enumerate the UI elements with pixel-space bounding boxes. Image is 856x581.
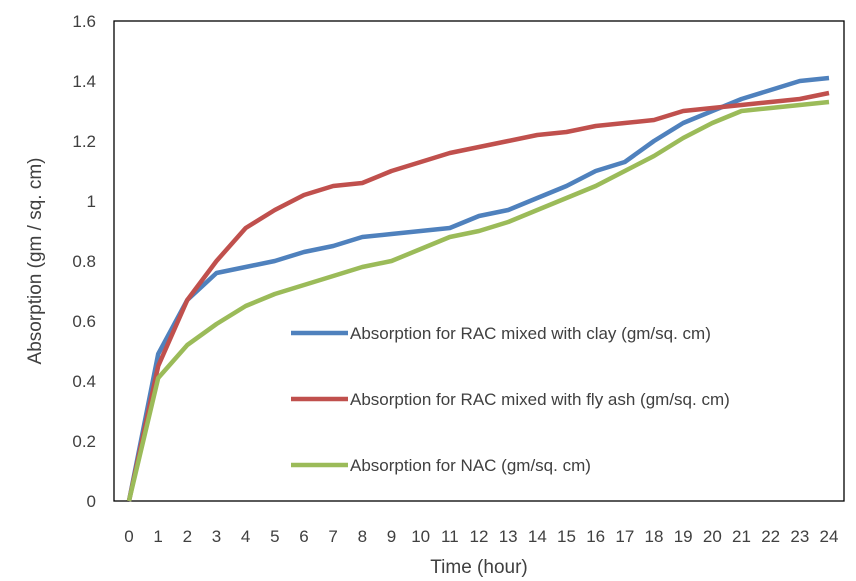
x-tick-label: 21 <box>732 527 751 546</box>
x-axis-label: Time (hour) <box>430 557 527 578</box>
plot-area <box>113 20 845 502</box>
y-tick-label: 1.6 <box>72 12 96 31</box>
legend-label: Absorption for RAC mixed with fly ash (g… <box>350 390 730 409</box>
y-axis-label: Absorption (gm / sq. cm) <box>25 158 46 365</box>
series-line-2 <box>126 90 830 502</box>
y-tick-label: 1.2 <box>72 132 96 151</box>
series-line-3 <box>126 99 830 502</box>
x-tick-label: 1 <box>153 527 162 546</box>
y-tick-label: 0.6 <box>72 312 96 331</box>
series-lines <box>126 75 830 502</box>
y-tick-label: 0.8 <box>72 252 96 271</box>
x-tick-label: 7 <box>328 527 337 546</box>
x-tick-label: 6 <box>299 527 308 546</box>
x-tick-label: 10 <box>411 527 430 546</box>
x-tick-label: 0 <box>124 527 133 546</box>
x-tick-label: 11 <box>441 527 459 546</box>
x-tick-label: 4 <box>241 527 250 546</box>
x-tick-label: 9 <box>387 527 396 546</box>
x-tick-label: 20 <box>703 527 722 546</box>
legend: Absorption for RAC mixed with clay (gm/s… <box>291 324 730 475</box>
x-tick-label: 23 <box>790 527 809 546</box>
legend-label: Absorption for NAC (gm/sq. cm) <box>350 456 591 475</box>
x-tick-label: 22 <box>761 527 780 546</box>
y-tick-label: 1.4 <box>72 72 96 91</box>
x-tick-label: 24 <box>820 527 839 546</box>
x-tick-label: 5 <box>270 527 279 546</box>
x-tick-label: 8 <box>358 527 367 546</box>
x-tick-label: 14 <box>528 527 547 546</box>
y-tick-label: 0.2 <box>72 432 96 451</box>
x-tick-label: 18 <box>645 527 664 546</box>
x-axis-ticks: 0 1 2 3 4 5 6 7 8 9 10 11 12 13 14 15 16 17 18 19 20 21 22 23 24 <box>124 527 838 546</box>
x-tick-label: 13 <box>499 527 518 546</box>
x-tick-label: 15 <box>557 527 576 546</box>
legend-label: Absorption for RAC mixed with clay (gm/s… <box>350 324 711 343</box>
x-tick-label: 2 <box>183 527 192 546</box>
x-tick-label: 3 <box>212 527 221 546</box>
y-tick-label: 0.4 <box>72 372 96 391</box>
x-tick-label: 19 <box>674 527 693 546</box>
y-axis-ticks: 0 0.2 0.4 0.6 0.8 1 1.2 1.4 1.6 <box>72 12 96 511</box>
x-tick-label: 17 <box>615 527 634 546</box>
series-line-1 <box>126 75 830 502</box>
x-tick-label: 16 <box>586 527 605 546</box>
y-tick-label: 0 <box>87 492 96 511</box>
y-tick-label: 1 <box>87 192 96 211</box>
x-tick-label: 12 <box>470 527 489 546</box>
